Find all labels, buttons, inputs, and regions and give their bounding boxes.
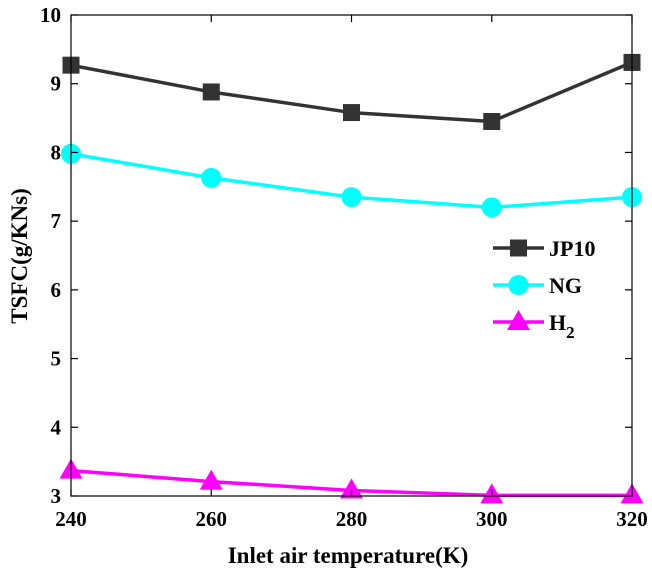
x-tick-label: 260 xyxy=(196,507,228,531)
axes: 240 260 280 300 320 3 4 5 6 7 8 9 10 xyxy=(40,3,648,531)
y-tick-label: 10 xyxy=(40,3,61,27)
x-tick-label: 240 xyxy=(55,507,87,531)
legend-label-0: JP10 xyxy=(549,236,595,261)
data-point-2-1 xyxy=(199,469,223,490)
legend-label-1: NG xyxy=(549,273,582,298)
plot-frame xyxy=(70,14,633,497)
data-point-2-2 xyxy=(340,478,363,499)
legend-marker-0 xyxy=(510,239,527,257)
data-point-1-3 xyxy=(481,197,502,218)
data-point-0-1 xyxy=(202,83,220,101)
y-tick-label: 6 xyxy=(51,278,62,302)
y-axis-title: TSFC(g/KNs) xyxy=(7,188,32,323)
data-point-0-2 xyxy=(343,104,360,122)
y-tick-label: 5 xyxy=(51,347,62,371)
y-tick-label: 9 xyxy=(51,72,62,96)
data-point-1-2 xyxy=(341,187,362,208)
x-tick-label: 320 xyxy=(616,507,648,531)
y-tick-label: 4 xyxy=(51,415,62,439)
y-tick-label: 3 xyxy=(51,484,62,508)
legend-marker-2 xyxy=(507,310,530,330)
legend-marker-1 xyxy=(508,275,529,295)
data-point-1-1 xyxy=(201,167,222,188)
legend: JP10 NG H2 xyxy=(493,236,595,342)
y-tick-label: 7 xyxy=(51,209,62,233)
data-point-0-3 xyxy=(483,113,501,131)
x-tick-label: 300 xyxy=(476,507,508,531)
legend-label-2: H2 xyxy=(549,310,575,342)
x-tick-label: 280 xyxy=(336,507,368,531)
y-tick-label: 8 xyxy=(51,140,62,164)
x-axis-title: Inlet air temperature(K) xyxy=(228,543,469,568)
